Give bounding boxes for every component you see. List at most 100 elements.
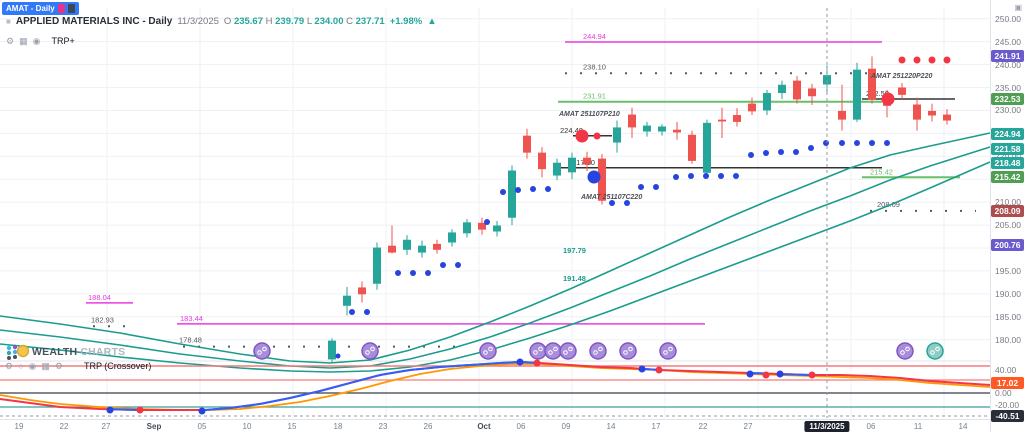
grid-box-icon[interactable]: ▦ <box>19 36 28 46</box>
wealthcharts-watermark: WEALTH CHARTS <box>5 344 125 360</box>
wealthcharts-logo-icon <box>6 344 29 360</box>
candle <box>868 68 876 100</box>
event-marker-icon[interactable] <box>926 342 944 360</box>
axis-tick-label: 190.00 <box>995 288 1021 299</box>
time-axis-label: 06 <box>866 422 876 431</box>
event-marker-icon[interactable] <box>479 342 497 360</box>
eye-icon[interactable]: ◉ <box>28 361 37 371</box>
trp-dot-blue <box>516 358 524 366</box>
symbol-tab[interactable]: AMAT - Daily <box>2 2 79 15</box>
time-axis-label: 26 <box>423 422 433 431</box>
trail-stop-dot-blue <box>500 189 506 195</box>
trail-stop-dot-blue <box>530 186 536 192</box>
candle <box>703 122 711 173</box>
event-marker-icon[interactable] <box>361 342 379 360</box>
event-marker-icon[interactable] <box>619 342 637 360</box>
axis-price-badge: 241.91 <box>991 49 1024 62</box>
trp-dot-blue <box>746 370 754 378</box>
ohlc-value: 237.71 <box>355 16 385 27</box>
candle <box>823 75 831 85</box>
event-marker-icon[interactable] <box>559 342 577 360</box>
time-axis-label: 14 <box>606 422 616 431</box>
axis-tick-label: 230.00 <box>995 105 1021 116</box>
trail-stop-dot-blue <box>515 187 521 193</box>
trail-stop-dot-blue <box>854 140 860 146</box>
event-marker-icon[interactable] <box>896 342 914 360</box>
event-marker-icon[interactable] <box>589 342 607 360</box>
symbol-title[interactable]: APPLIED MATERIALS INC - Daily <box>15 16 173 27</box>
candle <box>583 157 591 165</box>
candle <box>598 158 606 201</box>
event-marker-icon[interactable] <box>253 342 271 360</box>
trp-dot-red <box>762 371 770 379</box>
event-marker-icon[interactable] <box>544 342 562 360</box>
time-axis[interactable]: 19 22 27 Sep 05 10 15 18 23 26 Oct 06 09 14 17 22 27 06 11… <box>0 419 990 432</box>
trail-stop-dot-blue <box>839 140 845 146</box>
time-axis-label: 06 <box>516 422 526 431</box>
time-axis-label: 19 <box>14 422 24 431</box>
trp-dot-blue <box>638 365 646 373</box>
dotted-level-label: 238.10 <box>583 62 606 71</box>
trp-dot-blue <box>198 407 206 415</box>
change-percent: +1.98% <box>389 16 423 27</box>
trp-dot-red <box>136 406 144 414</box>
trp-dot-red <box>655 366 663 374</box>
option-position-label[interactable]: AMAT 251107C220 <box>580 194 642 201</box>
level-label: 224.48 <box>560 126 583 135</box>
price-axis[interactable]: ▣ 250.00245.00240.00235.00230.00220.0021… <box>990 0 1024 432</box>
candle <box>898 87 906 95</box>
candle <box>433 243 441 250</box>
time-axis-label: 27 <box>743 422 753 431</box>
candle <box>733 115 741 122</box>
gear-icon[interactable]: ⚙ <box>5 361 14 371</box>
ohlc-key: C <box>346 16 356 27</box>
axis-price-badge: -40.51 <box>991 410 1024 423</box>
circle-icon[interactable]: ○ <box>18 361 24 371</box>
signal-dot-red <box>575 129 589 143</box>
lower-indicator-label[interactable]: TRP (Crossover) <box>83 361 152 371</box>
candle <box>628 114 636 128</box>
signal-dot-red <box>943 56 951 64</box>
trail-stop-dot-blue <box>349 309 355 315</box>
axis-settings-icon[interactable]: ▣ <box>1014 3 1022 12</box>
event-marker-icon[interactable] <box>529 342 547 360</box>
trail-stop-dot-blue <box>688 173 694 179</box>
axis-tick-label: 195.00 <box>995 265 1021 276</box>
trail-stop-dot-blue <box>624 200 630 206</box>
ohlc-key: H <box>265 16 276 27</box>
level-label: 232.50 <box>866 89 889 98</box>
time-axis-label: 11 <box>913 422 923 431</box>
ohlc-value: 239.79 <box>275 16 307 27</box>
time-axis-label: Oct <box>477 422 491 431</box>
eye-icon[interactable]: ◉ <box>32 36 41 46</box>
axis-tick-label: 245.00 <box>995 36 1021 47</box>
axis-tick-label: 185.00 <box>995 311 1021 322</box>
ohlc-values: O 235.67 H 239.79 L 234.00 C 237.71 <box>224 16 385 27</box>
gear-icon[interactable]: ⚙ <box>54 361 63 371</box>
trp-main-line-blue <box>109 408 141 411</box>
trail-stop-dot-blue <box>653 184 659 190</box>
axis-tick-label: 235.00 <box>995 82 1021 93</box>
candle <box>613 127 621 143</box>
trail-stop-dot-blue <box>484 219 490 225</box>
axis-tick-label: 250.00 <box>995 13 1021 24</box>
trail-stop-dot-blue <box>808 145 814 151</box>
grid-box-icon[interactable]: ▦ <box>41 361 50 371</box>
trail-stop-dot-blue <box>425 270 431 276</box>
trail-stop-dot-blue <box>763 150 769 156</box>
candle <box>748 103 756 112</box>
candle <box>403 239 411 250</box>
option-position-label[interactable]: AMAT 251107P210 <box>558 111 620 118</box>
event-marker-icon[interactable] <box>659 342 677 360</box>
candle <box>388 245 396 253</box>
trail-stop-dot-blue <box>718 173 724 179</box>
candle <box>448 232 456 243</box>
trail-stop-dot-blue <box>455 262 461 268</box>
tab-layout-badge <box>67 4 75 13</box>
overlay-indicator-label[interactable]: TRP+ <box>51 36 75 46</box>
candle <box>718 119 726 122</box>
option-position-label[interactable]: AMAT 251220P220 <box>870 73 932 80</box>
gear-icon[interactable]: ⚙ <box>6 36 15 46</box>
symbol-marker-icon: ■ <box>6 17 11 26</box>
